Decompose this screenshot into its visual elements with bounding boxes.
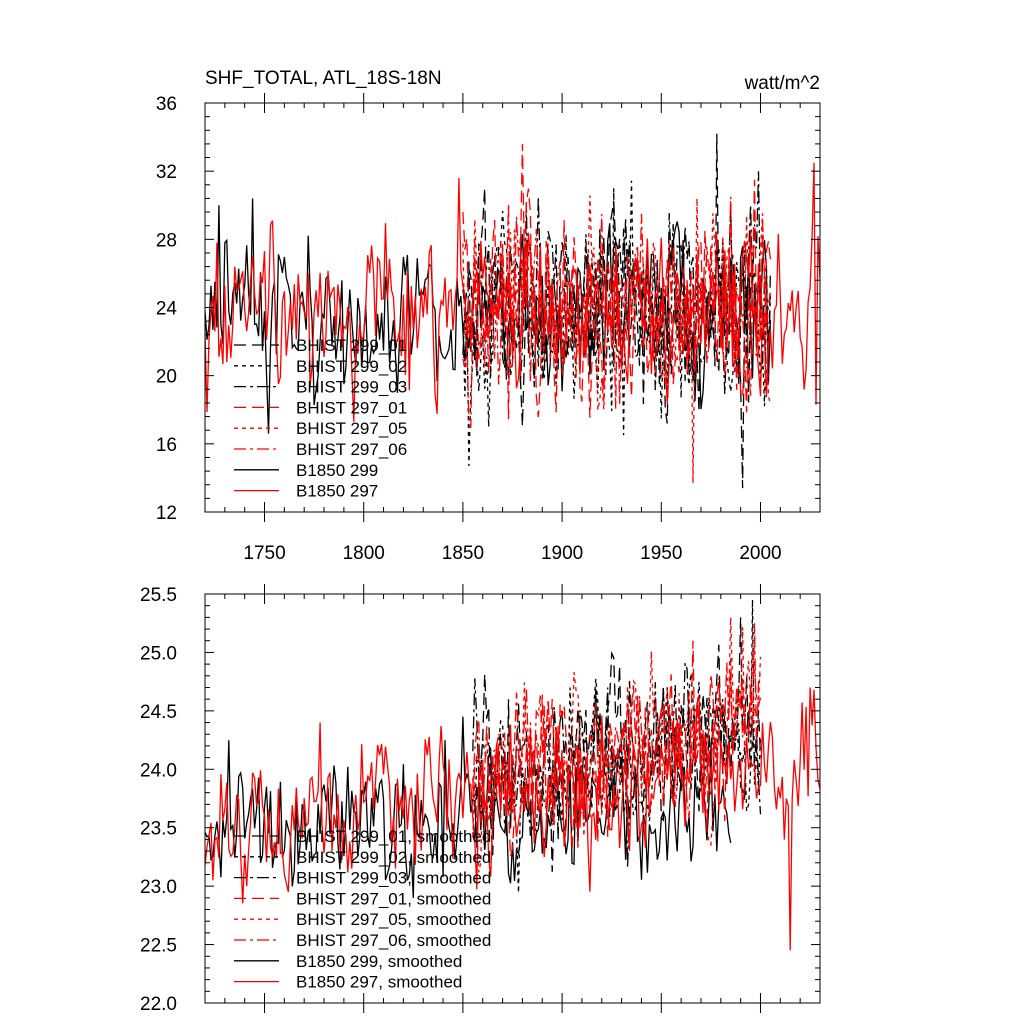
- bottom-series-line: [205, 716, 732, 899]
- bottom-y-tick-label: 24.0: [140, 760, 177, 781]
- top-x-tick-label: 1850: [442, 543, 484, 564]
- top-ticks: 12 16 20 24 28 32 36 1750 1800 1850 1900 1950 2000: [156, 93, 821, 564]
- top-x-tick-label: 2000: [739, 543, 781, 564]
- top-legend-label: BHIST 299_01: [296, 336, 407, 355]
- bottom-y-tick-label: 24.5: [140, 702, 177, 723]
- top-y-tick-label: 28: [156, 230, 177, 251]
- bottom-series-line: [472, 617, 762, 872]
- bottom-legend-label: BHIST 297_06, smoothed: [296, 931, 491, 950]
- bottom-y-tick-label: 22.0: [140, 994, 177, 1015]
- top-legend-label: BHIST 297_05: [296, 419, 407, 438]
- top-y-tick-label: 24: [156, 299, 178, 320]
- bottom-series-line: [472, 623, 762, 848]
- top-legend-label: BHIST 297_01: [296, 398, 407, 417]
- top-x-tick-label: 1800: [343, 543, 385, 564]
- top-legend-label: B1850 299: [296, 461, 378, 480]
- top-y-tick-label: 20: [156, 367, 177, 388]
- top-y-tick-label: 32: [156, 162, 177, 183]
- bottom-legend-label: BHIST 299_02, smoothed: [296, 848, 491, 867]
- top-x-tick-label: 1950: [640, 543, 682, 564]
- bottom-legend-label: BHIST 297_01, smoothed: [296, 889, 491, 908]
- bottom-series-line: [472, 640, 762, 857]
- top-series-line: [205, 162, 820, 422]
- top-y-tick-label: 36: [156, 94, 177, 115]
- top-y-tick-label: 12: [156, 503, 177, 524]
- bottom-ticks: 22.0 22.5 23.0 23.5 24.0 24.5 25.0 25.5: [140, 584, 821, 1015]
- bottom-panel: BHIST 299_01, smoothed BHIST 299_02, smoo…: [140, 584, 821, 1015]
- bottom-series-line: [472, 617, 762, 873]
- top-legend-label: BHIST 297_06: [296, 440, 407, 459]
- bottom-series-line: [472, 599, 762, 893]
- bottom-y-tick-label: 25.5: [140, 585, 177, 606]
- top-series-group: [205, 133, 820, 489]
- bottom-series-group: [205, 599, 820, 951]
- bottom-legend-label: BHIST 299_03, smoothed: [296, 869, 491, 888]
- bottom-legend-label: BHIST 299_01, smoothed: [296, 827, 491, 846]
- bottom-y-tick-label: 23.0: [140, 877, 177, 898]
- bottom-legend-label: BHIST 297_05, smoothed: [296, 910, 491, 929]
- bottom-y-tick-label: 25.0: [140, 643, 177, 664]
- top-series-line: [205, 198, 772, 434]
- bottom-series-line: [205, 687, 820, 951]
- bottom-legend: BHIST 299_01, smoothed BHIST 299_02, smoo…: [234, 827, 491, 992]
- bottom-y-tick-label: 23.5: [140, 819, 177, 840]
- top-legend-label: B1850 297: [296, 482, 378, 501]
- top-units: watt/m^2: [744, 73, 820, 94]
- bottom-legend-label: B1850 297, smoothed: [296, 973, 462, 992]
- bottom-plot-frame: [204, 593, 821, 1004]
- bottom-y-tick-label: 22.5: [140, 936, 177, 957]
- top-y-tick-label: 16: [156, 435, 177, 456]
- top-legend-label: BHIST 299_02: [296, 357, 407, 376]
- top-x-tick-label: 1900: [541, 543, 583, 564]
- top-legend-label: BHIST 299_03: [296, 378, 407, 397]
- bottom-legend-label: B1850 299, smoothed: [296, 952, 462, 971]
- top-x-tick-label: 1750: [243, 543, 285, 564]
- top-title: SHF_TOTAL, ATL_18S-18N: [205, 68, 442, 89]
